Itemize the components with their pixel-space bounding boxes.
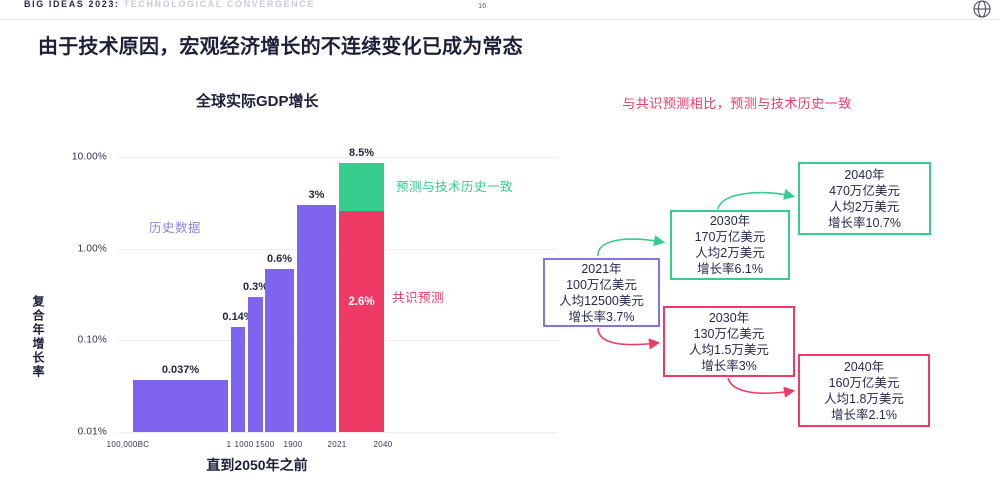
bar-value-label: 8.5%: [348, 147, 375, 160]
legend-forecast-tech: 预测与技术历史一致: [396, 180, 514, 194]
y-tick-label: 1.00%: [77, 243, 107, 255]
flow-node-line: 130万亿美元: [693, 326, 765, 341]
slide-title: 由于技术原因，宏观经济增长的不连续变化已成为常态: [38, 36, 523, 58]
flowchart-title: 与共识预测相比，预测与技术历史一致: [622, 96, 852, 111]
flow-node-line: 2021年: [581, 261, 622, 276]
globe-icon[interactable]: [972, 0, 992, 19]
x-tick-label: 1900: [283, 440, 303, 449]
flow-node-consensus-2030: 2030年 130万亿美元 人均1.5万美元 增长率3%: [663, 306, 795, 377]
flow-node-line: 人均1.5万美元: [689, 342, 769, 357]
flow-node-line: 人均1.8万美元: [824, 391, 904, 406]
y-tick-label: 0.01%: [77, 426, 107, 438]
bar-historical: [248, 296, 263, 432]
legend-consensus: 共识预测: [392, 291, 445, 305]
flow-node-line: 2030年: [708, 310, 750, 325]
bar-value-label: 3%: [308, 188, 325, 201]
header-divider: [0, 19, 1000, 20]
bar-historical: [133, 379, 228, 432]
page-number: 16: [478, 1, 487, 10]
x-tick-label: 1500: [255, 440, 275, 449]
flow-node-line: 100万亿美元: [566, 277, 637, 292]
flow-node-line: 470万亿美元: [829, 183, 900, 198]
header-brand-bold: BIG IDEAS 2023:: [24, 0, 120, 9]
legend-historical: 历史数据: [149, 221, 202, 235]
flow-node-line: 170万亿美元: [694, 230, 766, 244]
arrow-2021-to-tech2030: [597, 235, 666, 257]
bar-value-label: 0.037%: [161, 363, 200, 376]
flow-node-line: 2040年: [843, 359, 885, 374]
bar-value-label: 0.3%: [242, 280, 269, 293]
x-tick-label: 1000: [234, 440, 254, 449]
bar-value-label: 0.14%: [222, 310, 254, 323]
flow-node-line: 2030年: [709, 214, 751, 228]
bar-consensus: [339, 210, 384, 432]
gridline-10.00%: [118, 156, 558, 158]
x-tick-label: 100,000BC: [106, 440, 150, 449]
arrow-cons2030-to-cons2040: [727, 377, 796, 398]
x-axis-title: 直到2050年之前: [206, 457, 308, 473]
bar-value-consensus: 2.6%: [348, 295, 375, 308]
flow-node-line: 人均2万美元: [695, 246, 765, 260]
flow-node-tech-2030: 2030年 170万亿美元 人均2万美元 增长率6.1%: [670, 210, 790, 280]
bar-value-label: 0.6%: [266, 252, 293, 265]
flow-node-line: 人均2万美元: [829, 199, 900, 214]
arrow-2021-to-cons2030: [597, 327, 661, 350]
flow-node-base-2021: 2021年 100万亿美元 人均12500美元 增长率3.7%: [543, 258, 660, 327]
flow-node-tech-2040: 2040年 470万亿美元 人均2万美元 增长率10.7%: [798, 162, 931, 235]
flow-node-line: 增长率10.7%: [828, 215, 901, 230]
header-brand-light: TECHNOLOGICAL CONVERGENCE: [123, 0, 315, 9]
bar-historical: [231, 326, 245, 432]
y-tick-label: 10.00%: [71, 151, 107, 163]
gridline-0.10%: [118, 340, 558, 342]
flow-node-line: 增长率3.7%: [568, 309, 635, 324]
arrow-tech2030-to-tech2040: [717, 188, 796, 210]
y-axis-title: 复合年增长率: [31, 295, 45, 379]
bar-historical: [265, 268, 294, 432]
flow-node-line: 增长率6.1%: [697, 262, 763, 276]
x-tick-label: 2040: [373, 440, 393, 449]
flow-node-line: 160万亿美元: [828, 375, 900, 390]
x-tick-label: 1: [226, 440, 232, 449]
chart-title: 全球实际GDP增长: [196, 93, 319, 110]
y-tick-label: 0.10%: [77, 334, 107, 346]
x-tick-label: 2021: [327, 440, 347, 449]
flow-node-line: 增长率3%: [701, 358, 757, 373]
header-brand: BIG IDEAS 2023: TECHNOLOGICAL CONVERGENC…: [24, 0, 315, 9]
gridline-1.00%: [118, 248, 558, 250]
flow-node-consensus-2040: 2040年 160万亿美元 人均1.8万美元 增长率2.1%: [798, 354, 930, 427]
flow-node-line: 增长率2.1%: [831, 407, 897, 422]
flow-node-line: 人均12500美元: [559, 293, 644, 308]
bar-historical: [297, 204, 336, 432]
gridline-0.01%: [118, 432, 558, 433]
flow-node-line: 2040年: [844, 167, 885, 182]
